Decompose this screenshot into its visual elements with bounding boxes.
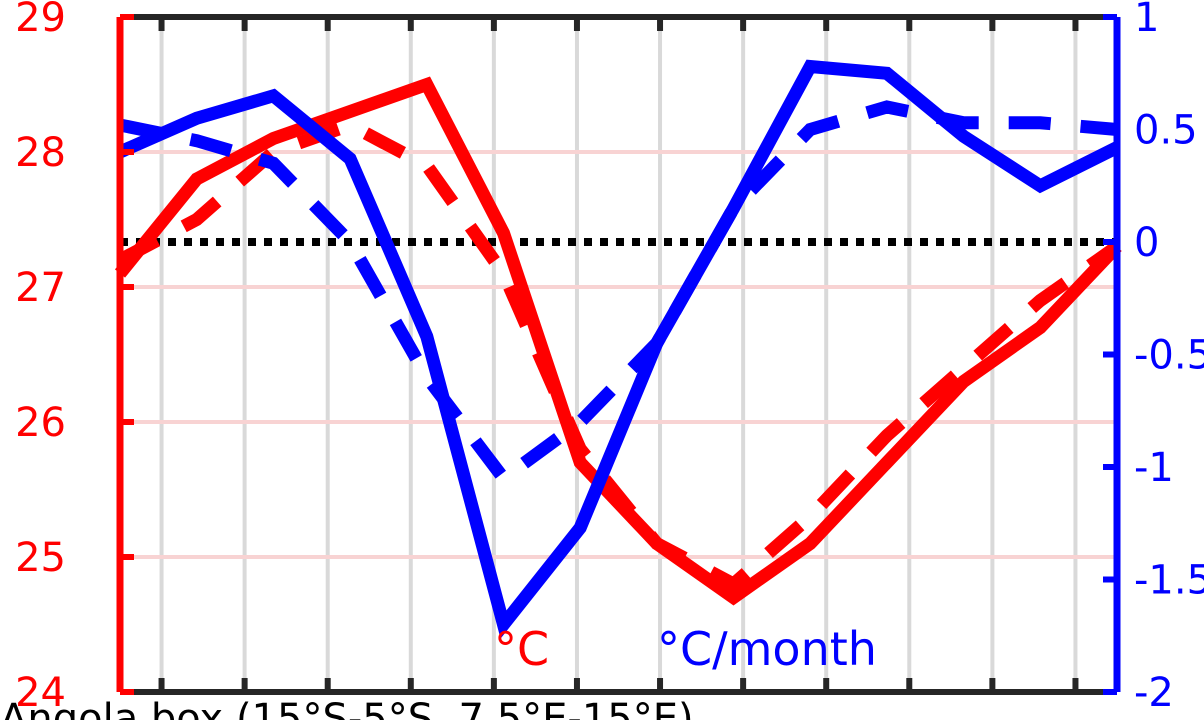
left-y-tick-label: 26: [15, 400, 66, 446]
series-layer: [114, 59, 1122, 639]
right-unit-label: °C/month: [657, 622, 877, 676]
right-y-tick-label: 0: [1134, 220, 1159, 266]
right-y-tick-label: -1.5: [1134, 558, 1204, 604]
right-y-tick-label: 0.5: [1134, 108, 1198, 154]
left-y-tick-label: 27: [15, 265, 66, 311]
left-y-tick-label: 28: [15, 130, 66, 176]
tendency-dashed-line: [118, 100, 1118, 488]
right-y-tick-label: -0.5: [1134, 333, 1204, 379]
right-y-tick-label: -2: [1134, 670, 1174, 716]
right-y-tick-label: -1: [1134, 445, 1174, 491]
left-y-tick-label: 29: [15, 0, 66, 41]
right-y-tick-label: 1: [1134, 0, 1159, 41]
temperature-dashed-line: [116, 117, 1121, 592]
chart-title: Angola box (15°S-5°S, 7.5°E-15°E): [0, 696, 694, 720]
left-y-tick-label: 24: [15, 670, 66, 716]
left-y-tick-label: 25: [15, 535, 66, 581]
left-unit-label: °C: [494, 622, 549, 676]
axes-layer: [116, 14, 1121, 695]
